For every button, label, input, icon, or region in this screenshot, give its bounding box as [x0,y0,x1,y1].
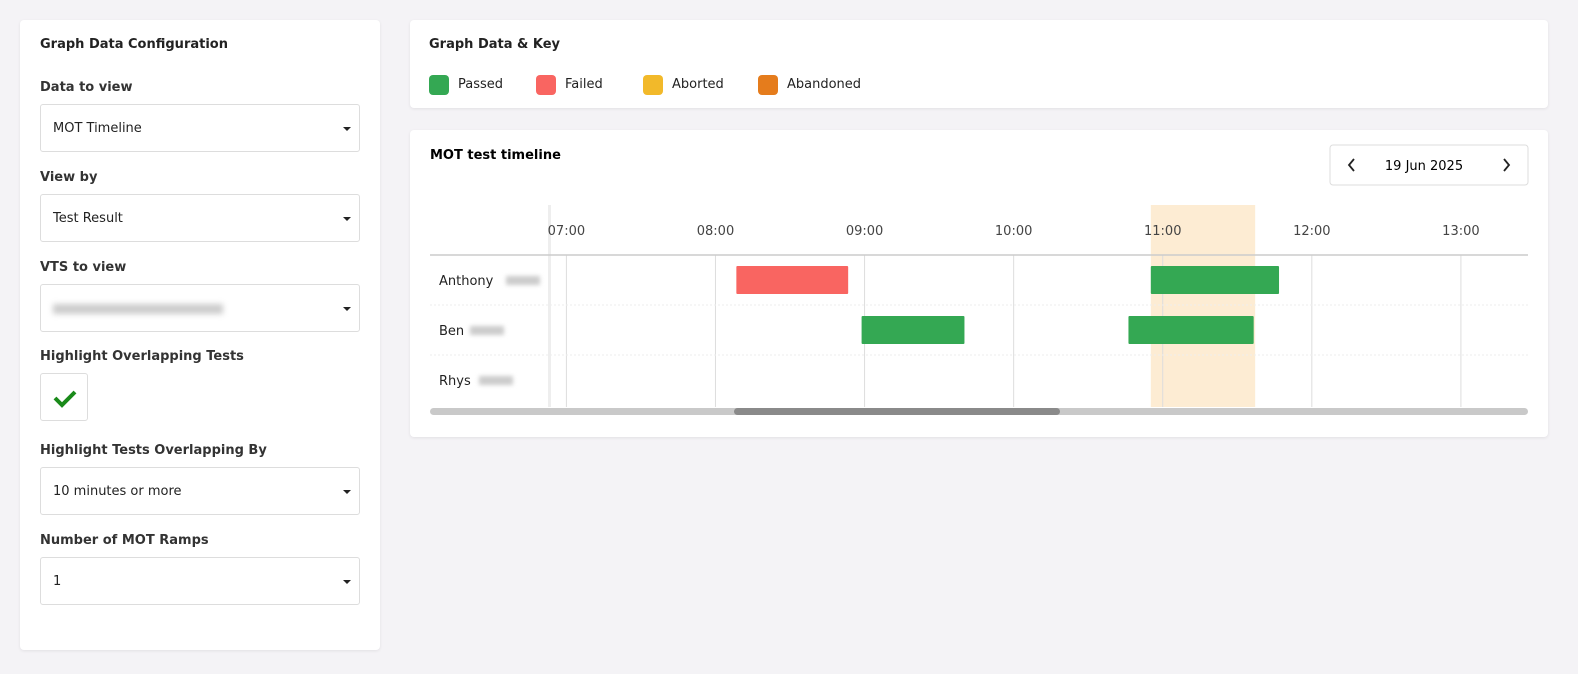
x-tick-label: 11:00 [1144,224,1181,239]
key-label: Passed [458,77,504,92]
label-divider [548,205,551,407]
row-name: Rhys [439,374,471,389]
key-swatch [536,75,556,95]
scroll-thumb[interactable] [734,408,1060,415]
x-tick-label: 13:00 [1442,224,1479,239]
select-value: MOT Timeline [53,121,142,136]
key-label: Abandoned [787,77,862,92]
redacted [506,276,540,285]
row-name: Ben [439,324,464,339]
test-bar [861,316,965,344]
x-tick-label: 10:00 [995,224,1032,239]
field-label: Data to view [40,80,133,95]
select[interactable] [40,284,360,332]
next-day[interactable] [1503,158,1511,172]
key-label: Aborted [672,77,724,92]
date: 19 Jun 2025 [1385,159,1463,174]
field-label: View by [40,170,98,185]
select[interactable]: MOT Timeline [40,104,360,152]
x-tick-label: 08:00 [697,224,734,239]
checkmark [53,390,77,408]
key-panel: Graph Data & Key Passed Failed Aborted Aban… [410,20,1548,108]
panel-title: MOT test timeline [430,148,561,163]
config-panel: Graph Data Configuration Data to view MOT… [20,20,380,650]
overlap-highlight [1150,205,1256,407]
field-label: Highlight Overlapping Tests [40,349,244,364]
select-value: Test Result [53,211,123,226]
checkbox[interactable] [40,373,88,421]
panel-title: Graph Data & Key [429,37,561,52]
select[interactable]: Test Result [40,194,360,242]
timeline: MOT test timeline 19 Jun 2025 07:00 08:00… [430,144,1529,415]
date-nav [1329,144,1529,186]
panel-title: Graph Data Configuration [40,37,228,52]
prev-day[interactable] [1347,158,1355,172]
test-bar [1128,316,1254,344]
key-label: Failed [565,77,603,92]
select[interactable]: 1 [40,557,360,605]
redacted [470,326,504,335]
x-tick-label: 09:00 [846,224,883,239]
key-swatch [643,75,663,95]
x-tick-label: 07:00 [548,224,585,239]
field-label: Number of MOT Ramps [40,533,209,548]
x-tick-label: 12:00 [1293,224,1330,239]
key-swatch [429,75,449,95]
test-bar [736,266,849,294]
field-label: VTS to view [40,260,127,275]
redacted [479,376,513,385]
timeline-panel: MOT test timeline 19 Jun 2025 07:00 08:00… [410,130,1548,437]
test-bar [1150,266,1280,294]
row-name: Anthony [439,274,494,289]
select-value: 10 minutes or more [53,484,182,499]
select[interactable]: 10 minutes or more [40,467,360,515]
key-swatch [758,75,778,95]
select-value: 1 [53,574,62,589]
field-label: Highlight Tests Overlapping By [40,443,267,458]
redacted [53,303,223,314]
